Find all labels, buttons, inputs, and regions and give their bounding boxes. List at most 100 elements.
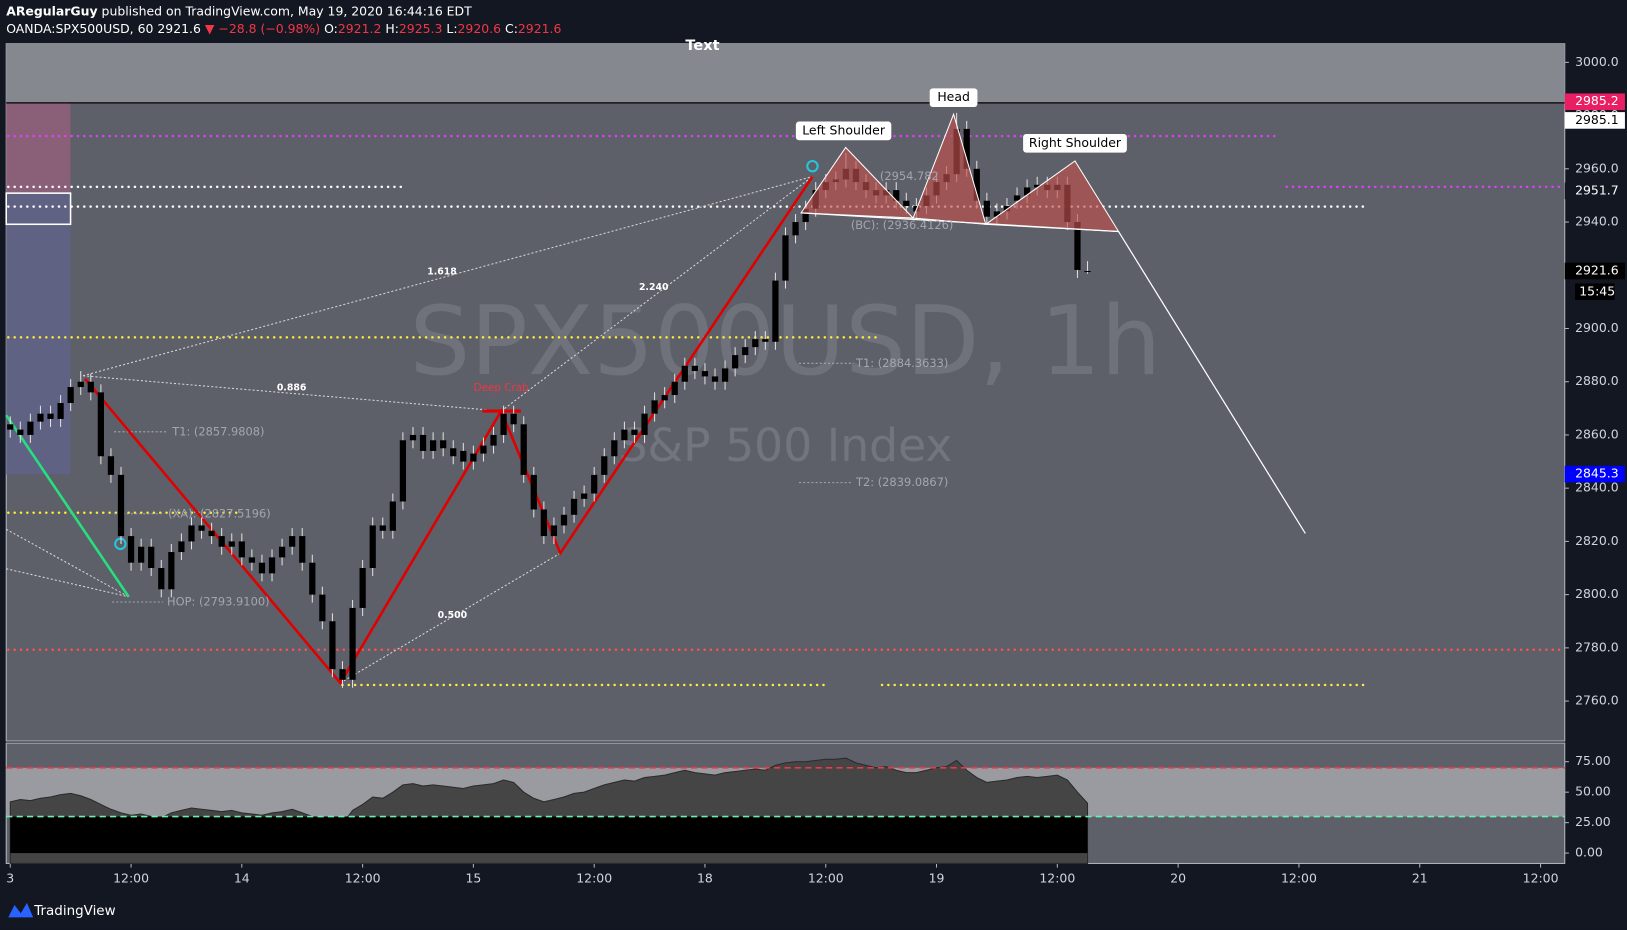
ohlc-key: O: — [324, 21, 338, 36]
y-tick-label: 2960.0 — [1575, 160, 1619, 175]
last-price: 2921.6 — [157, 21, 201, 36]
annotation: T2: (2839.0867) — [855, 475, 948, 489]
candle-body — [963, 128, 970, 169]
candle-body — [1024, 187, 1031, 196]
candle-body — [581, 493, 588, 499]
y-tick-label: 75.00 — [1575, 753, 1611, 768]
y-tick-label: 2940.0 — [1575, 214, 1619, 229]
fib-ratio: 0.500 — [438, 610, 468, 621]
candle-body — [389, 501, 396, 531]
countdown: 15:45 — [1579, 283, 1615, 298]
candle-body — [570, 498, 578, 515]
left-shoulder-shape — [800, 146, 915, 219]
candle-body — [208, 530, 215, 537]
candle-body — [329, 621, 336, 670]
x-tick-label: 12:00 — [808, 871, 844, 886]
target-ticks — [112, 362, 851, 603]
fib-ratio: 2.240 — [639, 282, 669, 293]
candle-body — [732, 355, 739, 369]
annotations: Text Left Shoulder Head Right Shoulder D… — [167, 38, 1127, 621]
candle-body — [903, 200, 910, 207]
candle-body — [470, 453, 477, 462]
candle-body — [429, 440, 437, 451]
candle-body — [772, 280, 779, 342]
price-label: 2951.7 — [1575, 182, 1619, 197]
price-label-box — [1564, 465, 1625, 483]
price-label-box — [1564, 93, 1625, 111]
candle-body — [651, 400, 658, 414]
neckline — [801, 212, 1119, 233]
candle-body — [7, 424, 14, 430]
zone-box — [6, 193, 71, 475]
candle-body — [198, 525, 205, 531]
candle-body — [158, 568, 165, 590]
candle-body — [983, 200, 990, 217]
y-tick-label: 2820.0 — [1575, 533, 1619, 548]
x-tick-label: 12:00 — [1281, 871, 1317, 886]
ohlc-value: 2920.6 — [458, 21, 502, 36]
label-box — [795, 121, 892, 141]
candle-body — [37, 413, 44, 422]
label-box — [1023, 133, 1127, 153]
published: published on TradingView.com, May 19, 20… — [102, 3, 473, 18]
annotation: (XA): (2827.5196) — [168, 506, 271, 520]
price-label: 2845.3 — [1575, 466, 1619, 481]
change: ▼ −28.8 (−0.98%) — [205, 21, 320, 36]
candle-body — [289, 536, 296, 547]
publish-line: ARegularGuy published on TradingView.com… — [6, 3, 472, 18]
symbol-line: OANDA:SPX500USD, 60 2921.6 ▼ −28.8 (−0.9… — [6, 21, 561, 36]
fib-lines — [5, 176, 813, 684]
candle-body — [188, 525, 195, 542]
candle-body — [67, 387, 74, 404]
watermark-description: S&P 500 Index — [619, 419, 953, 472]
candle-body — [601, 456, 608, 475]
candle-body — [500, 413, 507, 435]
y-tick-label: 3000.0 — [1575, 54, 1619, 69]
candle-body — [1074, 222, 1081, 270]
candle-body — [309, 562, 316, 595]
candle-body — [1013, 195, 1021, 201]
candle-body — [27, 421, 34, 435]
candle-body — [379, 525, 386, 531]
candle-body — [993, 211, 1001, 217]
y-tick-label: 2840.0 — [1575, 480, 1619, 495]
annotation: (BC): (2936.4126) — [851, 218, 954, 232]
x-tick-label: 19 — [929, 871, 945, 886]
candle-body — [530, 474, 537, 510]
candle-body — [520, 424, 527, 475]
candle-body — [349, 607, 356, 680]
price-label: 2985.2 — [1575, 93, 1619, 108]
candle-body — [1034, 184, 1041, 188]
annotation: T1: (2884.3633) — [855, 356, 948, 370]
y-tick-label: 2880.0 — [1575, 373, 1619, 388]
label-box — [929, 88, 978, 108]
candle-body — [1084, 271, 1091, 273]
symbol: OANDA:SPX500USD, 60 — [6, 21, 153, 36]
candle-body — [661, 395, 668, 401]
annotation: Text — [685, 38, 719, 54]
candle-body — [742, 347, 749, 356]
candle-body — [973, 168, 980, 201]
candle-body — [591, 474, 598, 494]
annotation: T1: (2857.9808) — [171, 424, 264, 438]
x-tick-label: 21 — [1412, 871, 1428, 886]
candle-body — [359, 568, 366, 608]
candle-body — [711, 376, 719, 382]
candle-body — [560, 514, 568, 526]
price-label-box — [1564, 182, 1625, 200]
candle-body — [268, 557, 276, 574]
watermark-symbol: SPX500USD, 1h — [410, 285, 1162, 397]
y-tick-label: 2800.0 — [1575, 586, 1619, 601]
candle-body — [138, 546, 145, 563]
candle-body — [228, 541, 235, 547]
candle-body — [460, 450, 467, 462]
candle-body — [97, 392, 104, 457]
annotation: Right Shoulder — [1029, 135, 1122, 150]
candle-body — [178, 541, 185, 553]
ohlc-value: 2921.6 — [518, 21, 562, 36]
candle-body — [540, 509, 547, 537]
annotation: Head — [937, 89, 970, 104]
y-tick-label: 2760.0 — [1575, 693, 1619, 708]
candle-body — [127, 536, 135, 563]
